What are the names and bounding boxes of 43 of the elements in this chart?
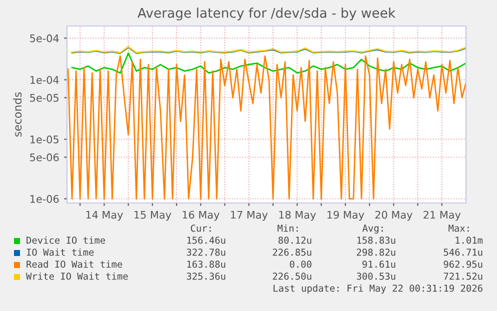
y-tick-label: 1e-05 [30,136,58,144]
x-tick-label: 15 May [134,210,172,221]
text: 322.78u [186,248,226,256]
text: 962.95u [444,260,482,268]
y-tick-label: 5e-05 [30,94,58,102]
text: 80.12u [278,236,312,244]
text: 158.83u [357,236,396,244]
x-tick-label: 14 May [86,210,123,221]
x-tick-label: 20 May [375,210,412,221]
x-tick-label: 21 May [424,210,461,221]
legend-label: IO Wait time [26,248,94,256]
text: 325.36u [186,272,226,280]
text: 156.46u [187,236,226,244]
legend-label: Write IO Wait time [26,272,128,280]
text: 546.71u [444,248,482,256]
y-tick-label: 1e-06 [30,195,59,203]
y-tick-label: 5e-04 [30,34,59,42]
text: 0.00 [290,260,312,268]
x-tick-label: 19 May [327,210,364,221]
text: 721.52u [444,272,482,280]
text: 226.50u [272,272,312,280]
text: 163.88u [187,260,226,268]
text: 91.61u [362,260,396,268]
line-series [71,52,466,74]
text: 298.82u [356,248,396,256]
line-series [67,55,466,200]
x-tick-label: 18 May [279,210,316,221]
legend-label: Read IO Wait time [26,260,122,268]
x-tick-label: 17 May [231,210,268,221]
y-tick-label: 5e-06 [30,153,59,162]
text: Min: [278,224,298,232]
text: Avg: [362,224,383,234]
y-tick-label: 1e-04 [30,76,59,84]
text: Cur: [190,224,211,232]
text: Max: [448,224,469,232]
legend-label: Device IO time [26,236,106,244]
text: 226.85u [272,248,312,256]
text: 300.53u [356,272,396,280]
text: 1.01m [456,236,483,244]
chart-title: Average latency for /dev/sda - by week [138,8,396,20]
y-axis-title: seconds [13,92,22,137]
text: Last update: Fri May 22 00:31:19 2026 [274,284,482,294]
x-tick-label: 16 May [182,210,220,221]
